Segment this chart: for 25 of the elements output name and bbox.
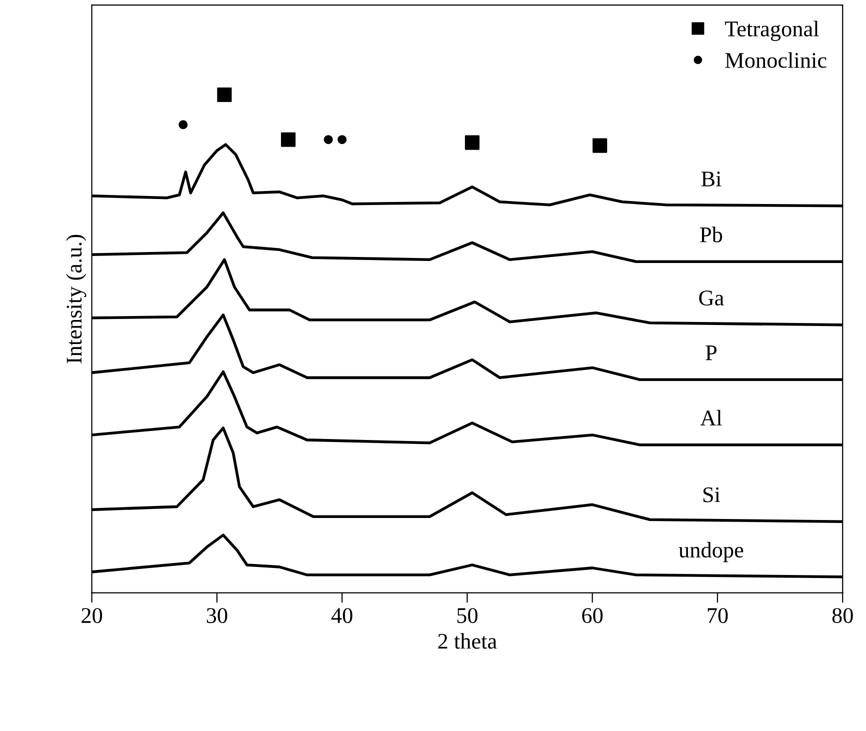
x-tick-label: 50 [457,608,478,624]
series-label: Ga [699,290,724,306]
y-axis-title: Intensity (a.u.) [66,234,86,364]
point [338,135,347,144]
x-tick-label: 20 [82,608,102,624]
series-label: Bi [701,172,722,186]
x-tick-label: 60 [582,608,603,624]
x-tick-label: 70 [708,608,728,624]
point [592,138,608,153]
series-label: Si [703,487,720,502]
series-label: undope [678,542,744,562]
series-label: Pb [700,226,722,242]
point [280,132,296,147]
series-label: P [706,346,717,360]
x-tick-label: 30 [206,608,228,624]
point [217,87,232,102]
legend-label: Monoclinic [725,52,826,68]
point [324,135,333,144]
point [178,120,188,130]
x-tick-label: 80 [832,608,853,624]
point [464,135,480,150]
x-axis-title: 2 theta [438,633,497,649]
series-label: Al [700,410,722,426]
legend-label: Tetragonal [725,20,819,42]
x-tick-label: 40 [331,608,352,624]
